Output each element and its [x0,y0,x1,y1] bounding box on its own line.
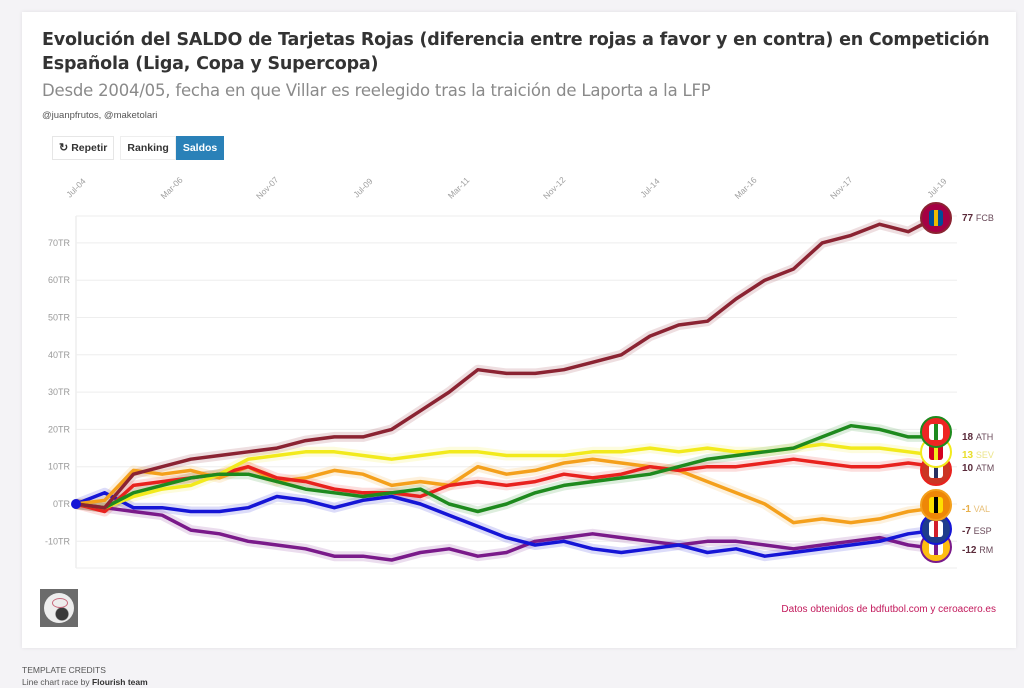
credits-link[interactable]: Flourish team [91,677,148,687]
y-axis-ticks: -10TR 0TR 10TR 20TR 30TR 40TR 50TR 60TR 70TR [45,238,71,546]
end-value: -7 [962,526,974,537]
line-chart: Jul-04 Mar-06 Nov-07 Jul-09 Mar-11 Nov-12 Jul-… [45,174,994,569]
x-tick-label: Mar-11 [446,175,472,201]
series-line-rm [75,502,938,562]
end-value: 13 [962,450,976,461]
series-glow-ath [75,420,937,517]
end-value: -12 [962,545,979,556]
end-label-esp: -7 ESP [962,526,992,537]
controls: ↻ Repetir Ranking Saldos [52,136,225,160]
x-tick-label: Mar-06 [158,175,184,201]
start-point [71,499,81,509]
end-label-rm: -12 RM [962,545,993,556]
series-line-fcb [75,215,938,510]
end-team: ATH [976,432,993,442]
end-label-fcb: 77 FCB [962,213,994,224]
end-team: VAL [974,504,990,514]
credits-text: Line chart race by [22,677,90,687]
end-label-sev: 13 SEV [962,450,994,461]
replay-icon: ↻ [59,142,69,154]
x-tick-label: Jul-04 [64,176,88,200]
end-value: 77 [962,213,976,224]
end-value: -1 [962,504,974,515]
credits-heading: TEMPLATE CREDITS [22,665,106,675]
end-team: ATM [976,463,994,473]
x-tick-label: Nov-12 [541,174,568,201]
x-tick-label: Jul-09 [351,176,375,200]
ranking-button[interactable]: Ranking [120,136,176,160]
x-tick-label: Jul-14 [638,176,662,200]
repeat-button[interactable]: ↻ Repetir [52,136,115,160]
logo-icon [44,593,74,623]
chart-title: Evolución del SALDO de Tarjetas Rojas (d… [42,30,990,74]
end-team: ESP [974,526,992,536]
y-tick-label: 50TR [48,313,71,323]
badge-stripe [934,539,938,555]
authors: @juanpfrutos, @maketolari [42,110,158,121]
y-tick-label: 70TR [48,238,71,248]
badge-stripe [934,497,938,513]
x-tick-label: Nov-17 [828,174,855,201]
view-toggle: Ranking Saldos [120,136,225,160]
badge-fcb-icon [920,202,952,234]
y-tick-label: 20TR [48,424,71,434]
y-tick-label: 40TR [48,350,71,360]
badge-stripe [934,424,938,440]
data-source: Datos obtenidos de bdfutbol.com y ceroac… [781,604,996,615]
saldos-button[interactable]: Saldos [175,136,225,160]
y-tick-label: 0TR [53,499,71,509]
badge-stripe [934,462,938,478]
end-label-atm: 10 ATM [962,463,994,474]
y-tick-label: 60TR [48,275,71,285]
series-line-ath [75,423,937,514]
badge-stripe [934,521,938,537]
end-team: SEV [976,450,994,460]
end-label-val: -1 VAL [962,504,990,515]
badge-val-icon [920,489,952,521]
end-value: 10 [962,463,976,474]
end-label-ath: 18 ATH [962,432,993,443]
y-tick-label: 30TR [48,387,71,397]
badge-stripe [934,210,938,226]
end-value: 18 [962,432,976,443]
x-axis-ticks: Jul-04 Mar-06 Nov-07 Jul-09 Mar-11 Nov-12 Jul-… [64,174,949,201]
author-logo [40,589,78,627]
repeat-label: Repetir [71,142,108,154]
y-tick-label: 10TR [48,462,71,472]
gridlines [75,215,957,569]
x-tick-label: Nov-07 [254,174,281,201]
series-line-val [75,457,938,525]
x-tick-label: Mar-16 [732,175,758,201]
x-tick-label: Jul-19 [925,176,949,200]
chart-subtitle: Desde 2004/05, fecha en que Villar es re… [42,81,711,100]
y-tick-label: -10TR [45,536,71,546]
template-credits: TEMPLATE CREDITS Line chart race by Flou… [22,664,148,688]
end-team: FCB [976,213,994,223]
end-team: RM [979,545,993,555]
chart-card: Evolución del SALDO de Tarjetas Rojas (d… [22,12,1016,648]
badge-ath-icon [920,416,952,448]
badge-stripe [934,444,938,460]
series-line-esp [75,491,938,558]
series-lines [71,212,940,565]
